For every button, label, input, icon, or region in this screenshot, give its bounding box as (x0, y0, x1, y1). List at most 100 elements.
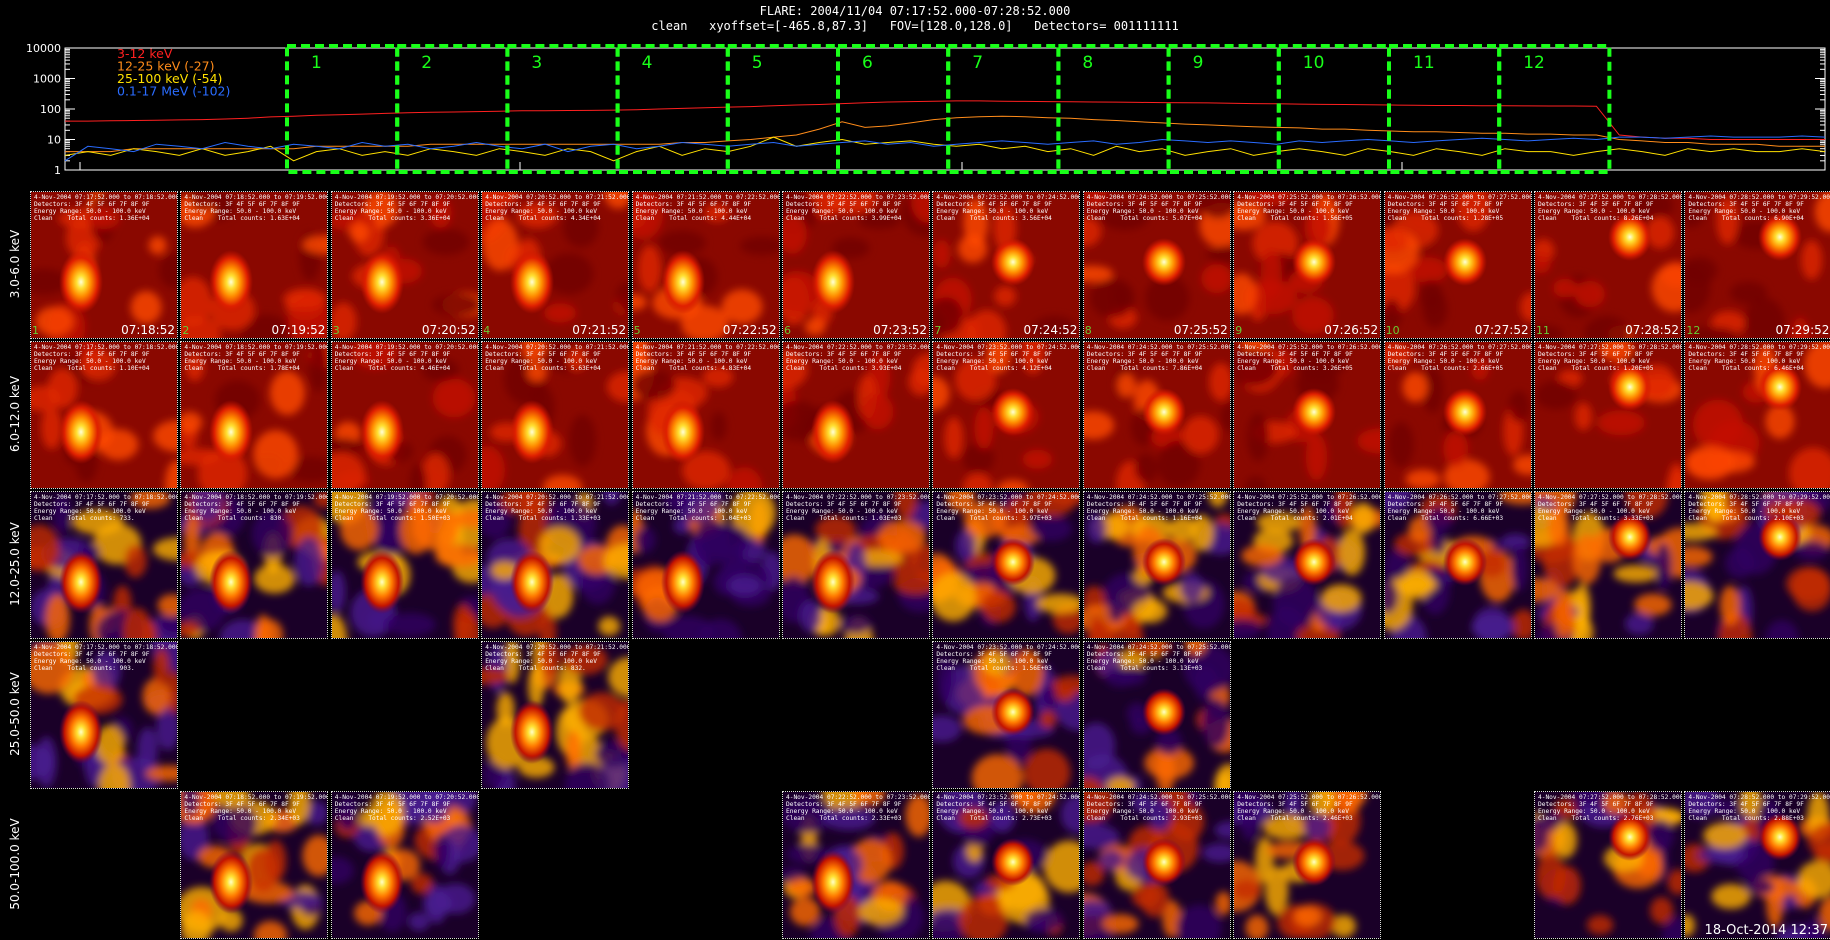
tile-time: 07:22:52 (722, 323, 777, 337)
x-tick-label: 07:28 (1386, 173, 1418, 175)
y-tick-label: 10000 (26, 42, 61, 55)
source-blob (510, 700, 555, 764)
image-tile: 4-Nov-2004 07:19:52.000 to 07:20:52.000 … (330, 791, 479, 939)
source-blob (1141, 238, 1186, 286)
tile-time: 07:20:52 (421, 323, 476, 337)
tile-index: 7 (934, 324, 942, 337)
tile-header: 4-Nov-2004 07:27:52.000 to 07:28:52.000 … (1538, 494, 1682, 522)
tile-time: 07:19:52 (271, 323, 326, 337)
tile-header: 4-Nov-2004 07:18:52.000 to 07:19:52.000 … (184, 494, 329, 522)
tile-header: 4-Nov-2004 07:17:52.000 to 07:18:52.000 … (34, 644, 178, 672)
interval-box-8 (1056, 44, 1171, 174)
tile-header: 4-Nov-2004 07:18:52.000 to 07:19:52.000 … (184, 344, 329, 372)
source-blob (991, 838, 1036, 886)
tile-header: 4-Nov-2004 07:25:52.000 to 07:26:52.000 … (1237, 194, 1382, 222)
image-tile: 4-Nov-2004 07:18:52.000 to 07:19:52.000 … (180, 341, 329, 489)
source-blob (359, 250, 404, 314)
tile-time: 07:28:52 (1625, 323, 1679, 337)
x-tick-label: 07:24 (946, 173, 978, 175)
interval-label-4: 4 (642, 53, 653, 73)
image-tile: 4-Nov-2004 07:28:52.000 to 07:29:52.000 … (1684, 341, 1830, 489)
image-tile: 4-Nov-2004 07:26:52.000 to 07:27:52.000 … (1383, 491, 1532, 639)
tile-index: 3 (332, 324, 340, 337)
tile-header: 4-Nov-2004 07:26:52.000 to 07:27:52.000 … (1387, 494, 1532, 522)
tile-image (181, 792, 328, 938)
header-line-2: clean xyoffset=[-465.8,87.3] FOV=[128.0,… (651, 19, 1179, 33)
source-blob (209, 400, 254, 464)
tile-image (1234, 342, 1381, 488)
legend-entry-3: 0.1-17 MeV (-102) (117, 84, 230, 99)
tile-header: 4-Nov-2004 07:26:52.000 to 07:27:52.000 … (1387, 194, 1532, 222)
y-tick-label: 10 (47, 134, 61, 147)
row-label: 3.0-6.0 keV (8, 229, 22, 299)
source-blob (1758, 813, 1803, 861)
tile-index: 4 (483, 324, 491, 337)
tile-image (1083, 642, 1230, 788)
tile-image (1083, 492, 1230, 638)
tile-image (1083, 192, 1230, 338)
tile-image (1234, 192, 1381, 338)
image-tile: 4-Nov-2004 07:25:52.000 to 07:26:52.000 … (1233, 791, 1382, 939)
interval-box-7 (946, 44, 1061, 174)
tile-image (482, 342, 629, 488)
source-blob (209, 250, 254, 314)
series-line-3 (64, 135, 1826, 162)
tile-image (1384, 342, 1531, 488)
tile-header: 4-Nov-2004 07:24:52.000 to 07:25:52.000 … (1086, 494, 1231, 522)
source-blob (1758, 213, 1803, 261)
row-label: 6.0-12.0 keV (8, 375, 22, 453)
tile-header: 4-Nov-2004 07:17:52.000 to 07:18:52.000 … (34, 494, 178, 522)
source-blob (1141, 538, 1186, 586)
source-blob (991, 238, 1036, 286)
legend-entry-1: 12-25 keV (-27) (117, 59, 214, 74)
source-blob (59, 250, 103, 314)
interval-label-2: 2 (421, 53, 432, 73)
tile-header: 4-Nov-2004 07:22:52.000 to 07:23:52.000 … (786, 494, 930, 522)
tile-image (933, 642, 1080, 788)
tile-header: 4-Nov-2004 07:27:52.000 to 07:28:52.000 … (1538, 794, 1682, 822)
image-tile: 4-Nov-2004 07:25:52.000 to 07:26:52.000 … (1233, 341, 1382, 489)
tile-header: 4-Nov-2004 07:18:52.000 to 07:19:52.000 … (184, 194, 329, 222)
tile-image (783, 792, 929, 938)
row-label: 25.0-50.0 keV (8, 672, 22, 756)
source-blob (59, 550, 103, 614)
tile-image (31, 192, 177, 338)
tile-image (1234, 792, 1381, 938)
source-blob (811, 850, 855, 914)
tile-header: 4-Nov-2004 07:24:52.000 to 07:25:52.000 … (1086, 794, 1231, 822)
image-tile: 4-Nov-2004 07:28:52.000 to 07:29:52.000 … (1684, 191, 1830, 339)
image-tile: 4-Nov-2004 07:17:52.000 to 07:18:52.000 … (30, 491, 178, 639)
image-tile: 4-Nov-2004 07:23:52.000 to 07:24:52.000 … (932, 191, 1081, 339)
image-tile: 4-Nov-2004 07:18:52.000 to 07:19:52.000 … (180, 491, 329, 639)
source-blob (1292, 388, 1337, 436)
source-blob (359, 850, 404, 914)
header-line-1: FLARE: 2004/11/04 07:17:52.000-07:28:52.… (759, 4, 1071, 18)
source-blob (510, 550, 555, 614)
tile-image (632, 192, 779, 338)
tile-image (31, 642, 177, 788)
x-tick-label: 07:20 (504, 173, 536, 175)
tile-header: 4-Nov-2004 07:25:52.000 to 07:26:52.000 … (1237, 794, 1382, 822)
tile-header: 4-Nov-2004 07:23:52.000 to 07:24:52.000 … (936, 794, 1081, 822)
tile-header: 4-Nov-2004 07:21:52.000 to 07:22:52.000 … (635, 494, 780, 522)
plot-header: FLARE: 2004/11/04 07:17:52.000-07:28:52.… (0, 4, 1830, 34)
source-blob (991, 538, 1036, 586)
tile-image (181, 192, 328, 338)
legend-entry-0: 3-12 keV (117, 46, 173, 61)
image-tile: 4-Nov-2004 07:20:52.000 to 07:21:52.000 … (481, 641, 630, 789)
image-tile: 4-Nov-2004 07:25:52.000 to 07:26:52.000 … (1233, 191, 1382, 339)
interval-label-5: 5 (752, 53, 763, 73)
tile-image (783, 192, 929, 338)
image-tile: 4-Nov-2004 07:24:52.000 to 07:25:52.000 … (1082, 491, 1231, 639)
interval-label-9: 9 (1193, 53, 1204, 73)
tile-image (1535, 792, 1681, 938)
image-tile: 4-Nov-2004 07:22:52.000 to 07:23:52.000 … (782, 491, 930, 639)
tile-index: 9 (1235, 324, 1243, 337)
image-tile: 4-Nov-2004 07:24:52.000 to 07:25:52.000 … (1082, 341, 1231, 489)
image-tile: 4-Nov-2004 07:22:52.000 to 07:23:52.000 … (782, 191, 930, 339)
tile-header: 4-Nov-2004 07:22:52.000 to 07:23:52.000 … (786, 194, 930, 222)
tile-image (31, 342, 177, 488)
tile-image (31, 492, 177, 638)
series-line-2 (64, 136, 1826, 162)
tile-index: 11 (1536, 324, 1550, 337)
